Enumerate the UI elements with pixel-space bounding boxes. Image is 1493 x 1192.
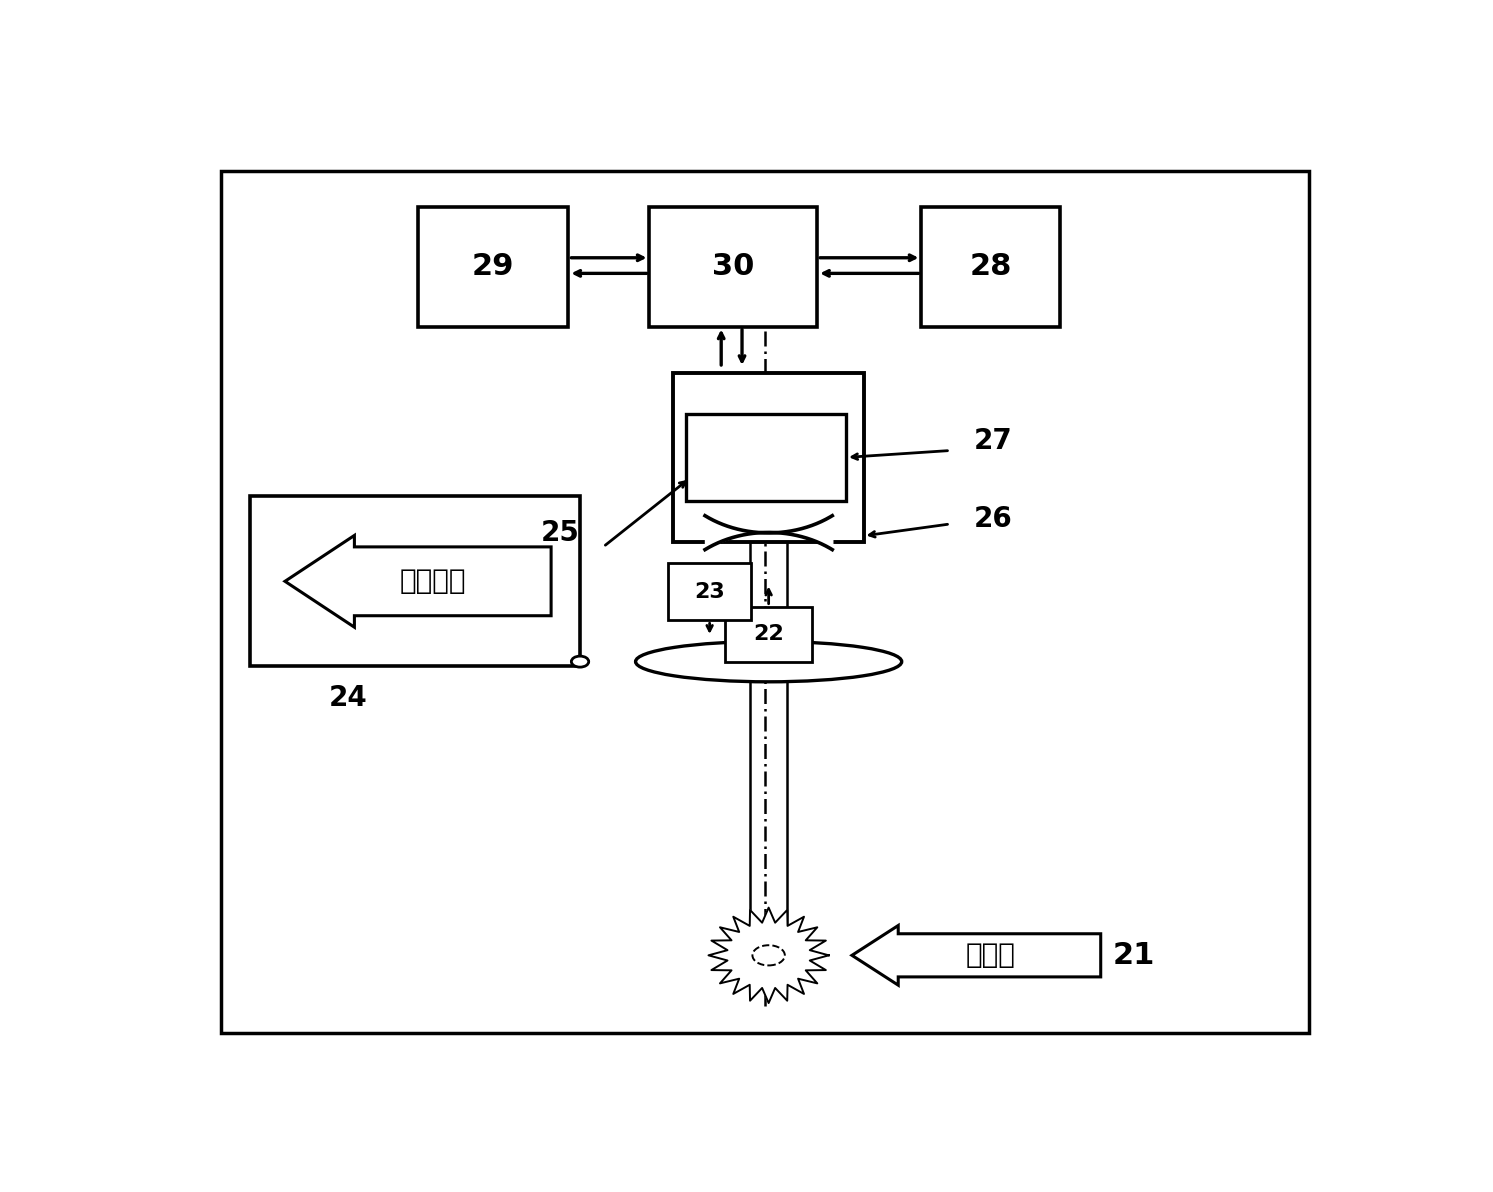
Text: 21: 21	[1112, 940, 1154, 970]
Text: 29: 29	[472, 253, 515, 281]
Bar	[418, 207, 569, 327]
Bar	[649, 207, 817, 327]
Text: 27: 27	[973, 428, 1012, 455]
Bar	[687, 414, 847, 501]
Ellipse shape	[572, 656, 588, 668]
Bar	[667, 564, 751, 620]
Bar	[921, 207, 1060, 327]
Bar	[726, 607, 812, 662]
Polygon shape	[709, 907, 829, 1002]
Text: 30: 30	[712, 253, 754, 281]
Text: 28: 28	[969, 253, 1012, 281]
Text: 23: 23	[694, 582, 726, 602]
FancyArrow shape	[285, 535, 551, 627]
Text: 25: 25	[540, 520, 579, 547]
FancyArrow shape	[853, 925, 1100, 985]
Bar	[672, 372, 863, 542]
Ellipse shape	[636, 641, 902, 682]
Text: 22: 22	[754, 625, 784, 644]
Text: 24: 24	[330, 684, 367, 713]
Text: 汽车方向: 汽车方向	[399, 567, 466, 595]
Bar	[251, 496, 579, 666]
Text: 26: 26	[973, 505, 1012, 533]
Text: 辐射源: 辐射源	[966, 942, 1015, 969]
Ellipse shape	[752, 945, 785, 966]
